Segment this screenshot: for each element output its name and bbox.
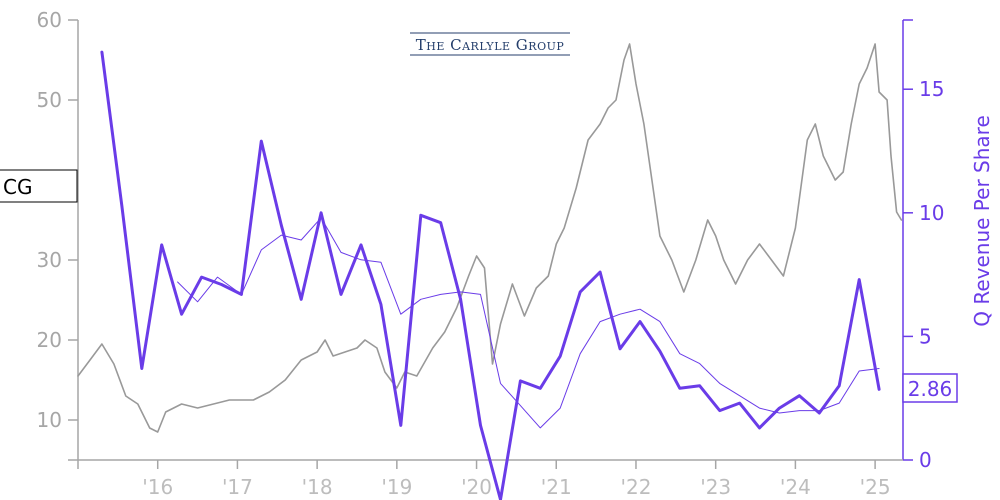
x-tick-label: '20 bbox=[461, 475, 492, 499]
left-tick-label: 60 bbox=[37, 8, 62, 32]
x-tick-label: '22 bbox=[620, 475, 651, 499]
right-axis-label: Q Revenue Per Share bbox=[970, 115, 994, 327]
chart-series bbox=[77, 43, 903, 500]
x-tick-label: '25 bbox=[860, 475, 891, 499]
chart-axes: 102030405060051015'16'17'18'19'20'21'22'… bbox=[37, 8, 945, 499]
right-tick-label: 15 bbox=[919, 77, 944, 101]
x-tick-label: '23 bbox=[700, 475, 731, 499]
x-tick-label: '16 bbox=[142, 475, 173, 499]
revenue-line-quarterly bbox=[100, 50, 881, 500]
last-value-text: 2.86 bbox=[908, 377, 953, 401]
ticker-label: CG bbox=[0, 169, 78, 203]
last-value-box bbox=[902, 373, 958, 403]
x-tick-label: '21 bbox=[541, 475, 572, 499]
left-tick-label: 10 bbox=[37, 408, 62, 432]
logo-text: The Carlyle Group bbox=[416, 36, 565, 54]
left-tick-label: 50 bbox=[37, 88, 62, 112]
last-value-label: 2.86 bbox=[902, 373, 958, 403]
right-tick-label: 0 bbox=[919, 448, 932, 472]
right-tick-label: 10 bbox=[919, 201, 944, 225]
x-tick-label: '19 bbox=[381, 475, 412, 499]
x-tick-label: '24 bbox=[780, 475, 811, 499]
revenue-line-average bbox=[177, 217, 880, 429]
ticker-box bbox=[0, 169, 78, 203]
left-tick-label: 30 bbox=[37, 248, 62, 272]
left-tick-label: 20 bbox=[37, 328, 62, 352]
right-tick-label: 5 bbox=[919, 324, 932, 348]
x-tick-label: '17 bbox=[222, 475, 253, 499]
x-tick-label: '18 bbox=[302, 475, 333, 499]
company-logo: The Carlyle Group bbox=[410, 32, 570, 56]
price-line bbox=[77, 43, 903, 433]
ticker-text: CG bbox=[3, 175, 32, 199]
